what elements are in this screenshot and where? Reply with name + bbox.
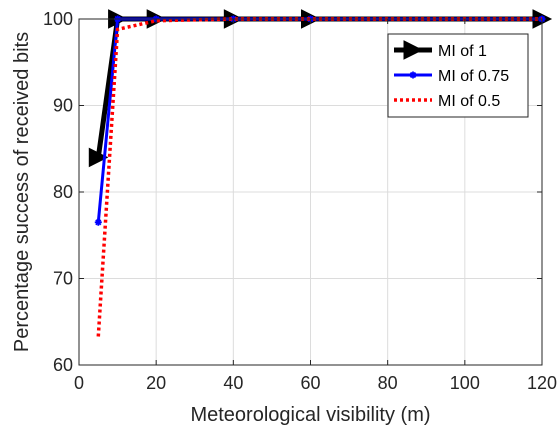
- x-tick-label: 40: [223, 373, 243, 393]
- legend-label: MI of 0.75: [438, 68, 509, 85]
- legend-item: MI of 0.75: [394, 68, 509, 85]
- legend: MI of 1 MI of 0.75 MI of 0.5: [387, 33, 529, 118]
- y-tick-label: 60: [53, 355, 73, 375]
- x-tick-label: 0: [74, 373, 84, 393]
- x-tick-label: 60: [300, 373, 320, 393]
- x-tick-label: 80: [378, 373, 398, 393]
- x-tick-label: 100: [450, 373, 480, 393]
- x-axis-label: Meteorological visibility (m): [190, 404, 430, 426]
- ticks: 0 20 40 60 80 100 120 60 70 80 90 100: [43, 9, 557, 393]
- data-point: [88, 147, 109, 168]
- data-point: [409, 71, 417, 79]
- legend-label: MI of 1: [438, 43, 487, 60]
- x-tick-label: 120: [527, 373, 557, 393]
- legend-item: MI of 1: [394, 40, 487, 60]
- y-tick-label: 100: [43, 9, 73, 29]
- y-tick-label: 90: [53, 96, 73, 116]
- y-axis-label: Percentage success of received bits: [11, 32, 33, 352]
- legend-item: MI of 0.5: [394, 93, 500, 110]
- legend-label: MI of 0.5: [438, 93, 500, 110]
- x-tick-label: 20: [146, 373, 166, 393]
- y-tick-label: 80: [53, 182, 73, 202]
- data-point: [403, 40, 424, 60]
- data-point: [94, 218, 102, 226]
- y-tick-label: 70: [53, 269, 73, 289]
